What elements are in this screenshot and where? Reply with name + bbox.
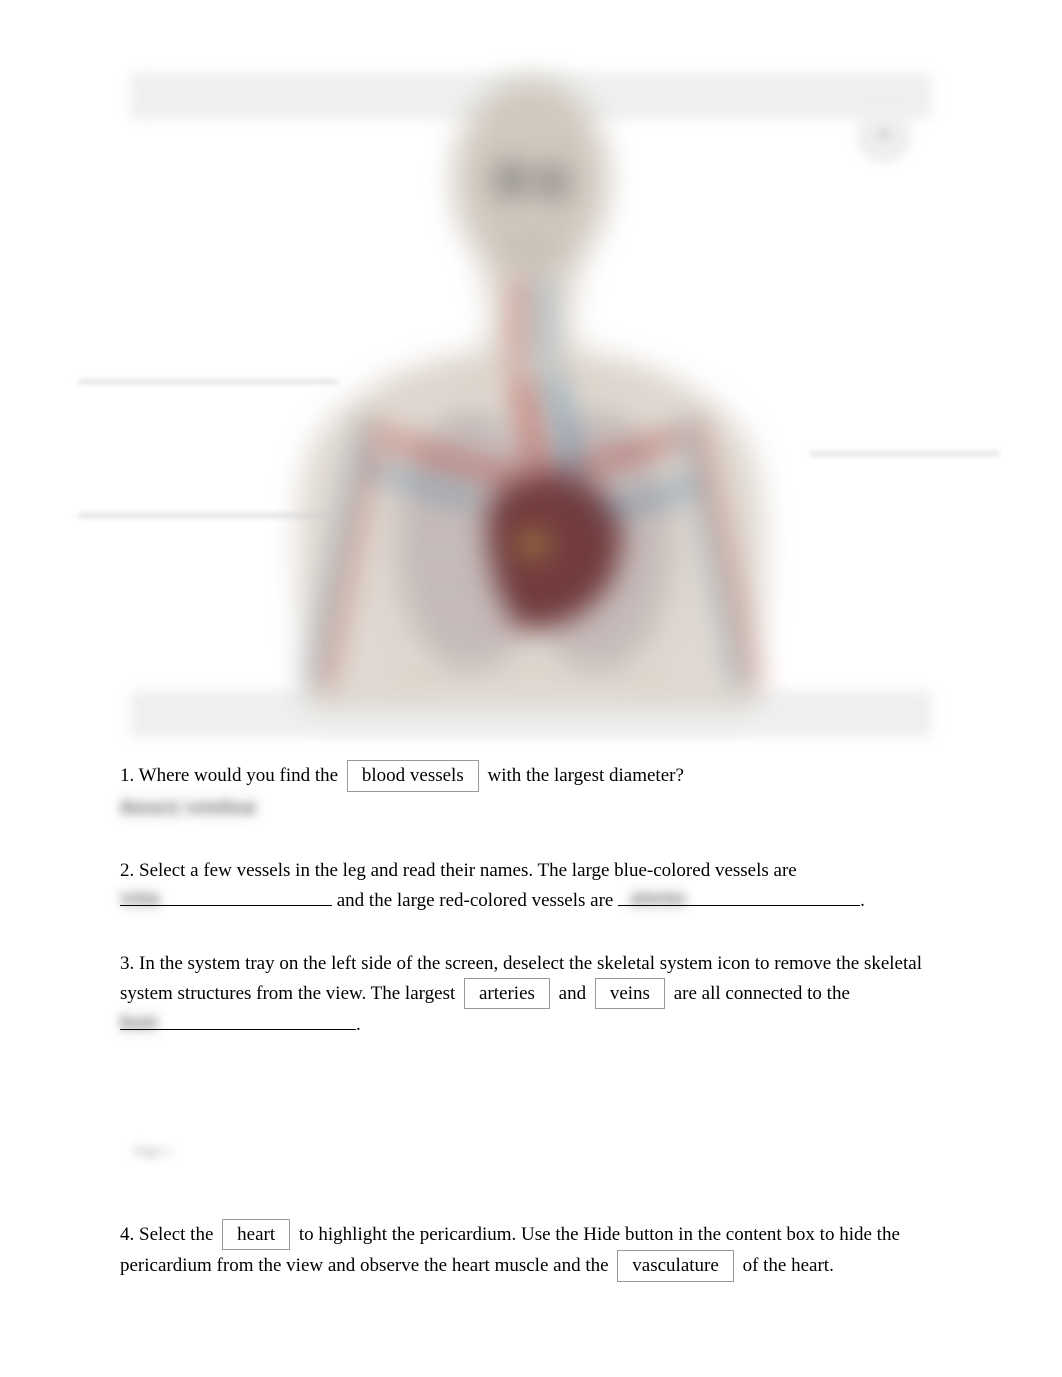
expand-icon[interactable]: + — [856, 108, 912, 164]
question-2: 2. Select a few vessels in the leg and r… — [120, 857, 942, 914]
q3-answer: heart — [120, 1009, 158, 1037]
q2-suffix: . — [860, 890, 865, 911]
anatomy-figure: + — [120, 70, 942, 740]
figure-leader-line — [810, 452, 1000, 455]
q4-line1-suffix: to highlight the pericardium. Use the Hi… — [299, 1224, 900, 1245]
q1-answer-hidden: thoracic vertebrae — [120, 794, 257, 822]
q3-boxed-2: veins — [595, 978, 665, 1010]
figure-leader-line — [78, 380, 338, 383]
q2-answer-1: veins — [120, 885, 160, 913]
q4-boxed-2: vasculature — [617, 1250, 734, 1282]
q3-boxed-1: arteries — [464, 978, 550, 1010]
q4-line2-suffix: of the heart. — [743, 1255, 834, 1276]
q3-line2-suffix: are all connected to the — [674, 983, 850, 1004]
question-1: 1. Where would you find the blood vessel… — [120, 760, 942, 821]
page-number-hidden: Page 2 — [135, 1142, 170, 1161]
q1-suffix: with the largest diameter? — [487, 765, 683, 786]
question-4: 4. Select the heart to highlight the per… — [120, 1219, 942, 1282]
figure-leader-line — [78, 514, 338, 517]
q2-middle: and the large red-colored vessels are — [337, 890, 614, 911]
q3-mid: and — [559, 983, 591, 1004]
anatomy-illustration — [271, 70, 791, 730]
q1-prefix: 1. Where would you find the — [120, 765, 338, 786]
questions-block: 1. Where would you find the blood vessel… — [120, 760, 942, 1282]
q1-boxed-term: blood vessels — [347, 760, 479, 792]
q3-line1: 3. In the system tray on the left side o… — [120, 953, 859, 974]
q4-line1-prefix: 4. Select the — [120, 1224, 218, 1245]
q2-blank-1[interactable]: veins — [120, 885, 332, 906]
q4-line2-prefix: pericardium from the view and observe th… — [120, 1255, 613, 1276]
q2-answer-2: arteries — [630, 885, 686, 913]
q4-boxed-1: heart — [222, 1219, 290, 1251]
question-3: 3. In the system tray on the left side o… — [120, 950, 942, 1039]
q3-blank-suffix: . — [356, 1014, 361, 1035]
q3-blank[interactable]: heart — [120, 1009, 356, 1030]
q2-blank-2[interactable]: arteries — [618, 885, 860, 906]
q2-prefix: 2. Select a few vessels in the leg and r… — [120, 860, 797, 881]
